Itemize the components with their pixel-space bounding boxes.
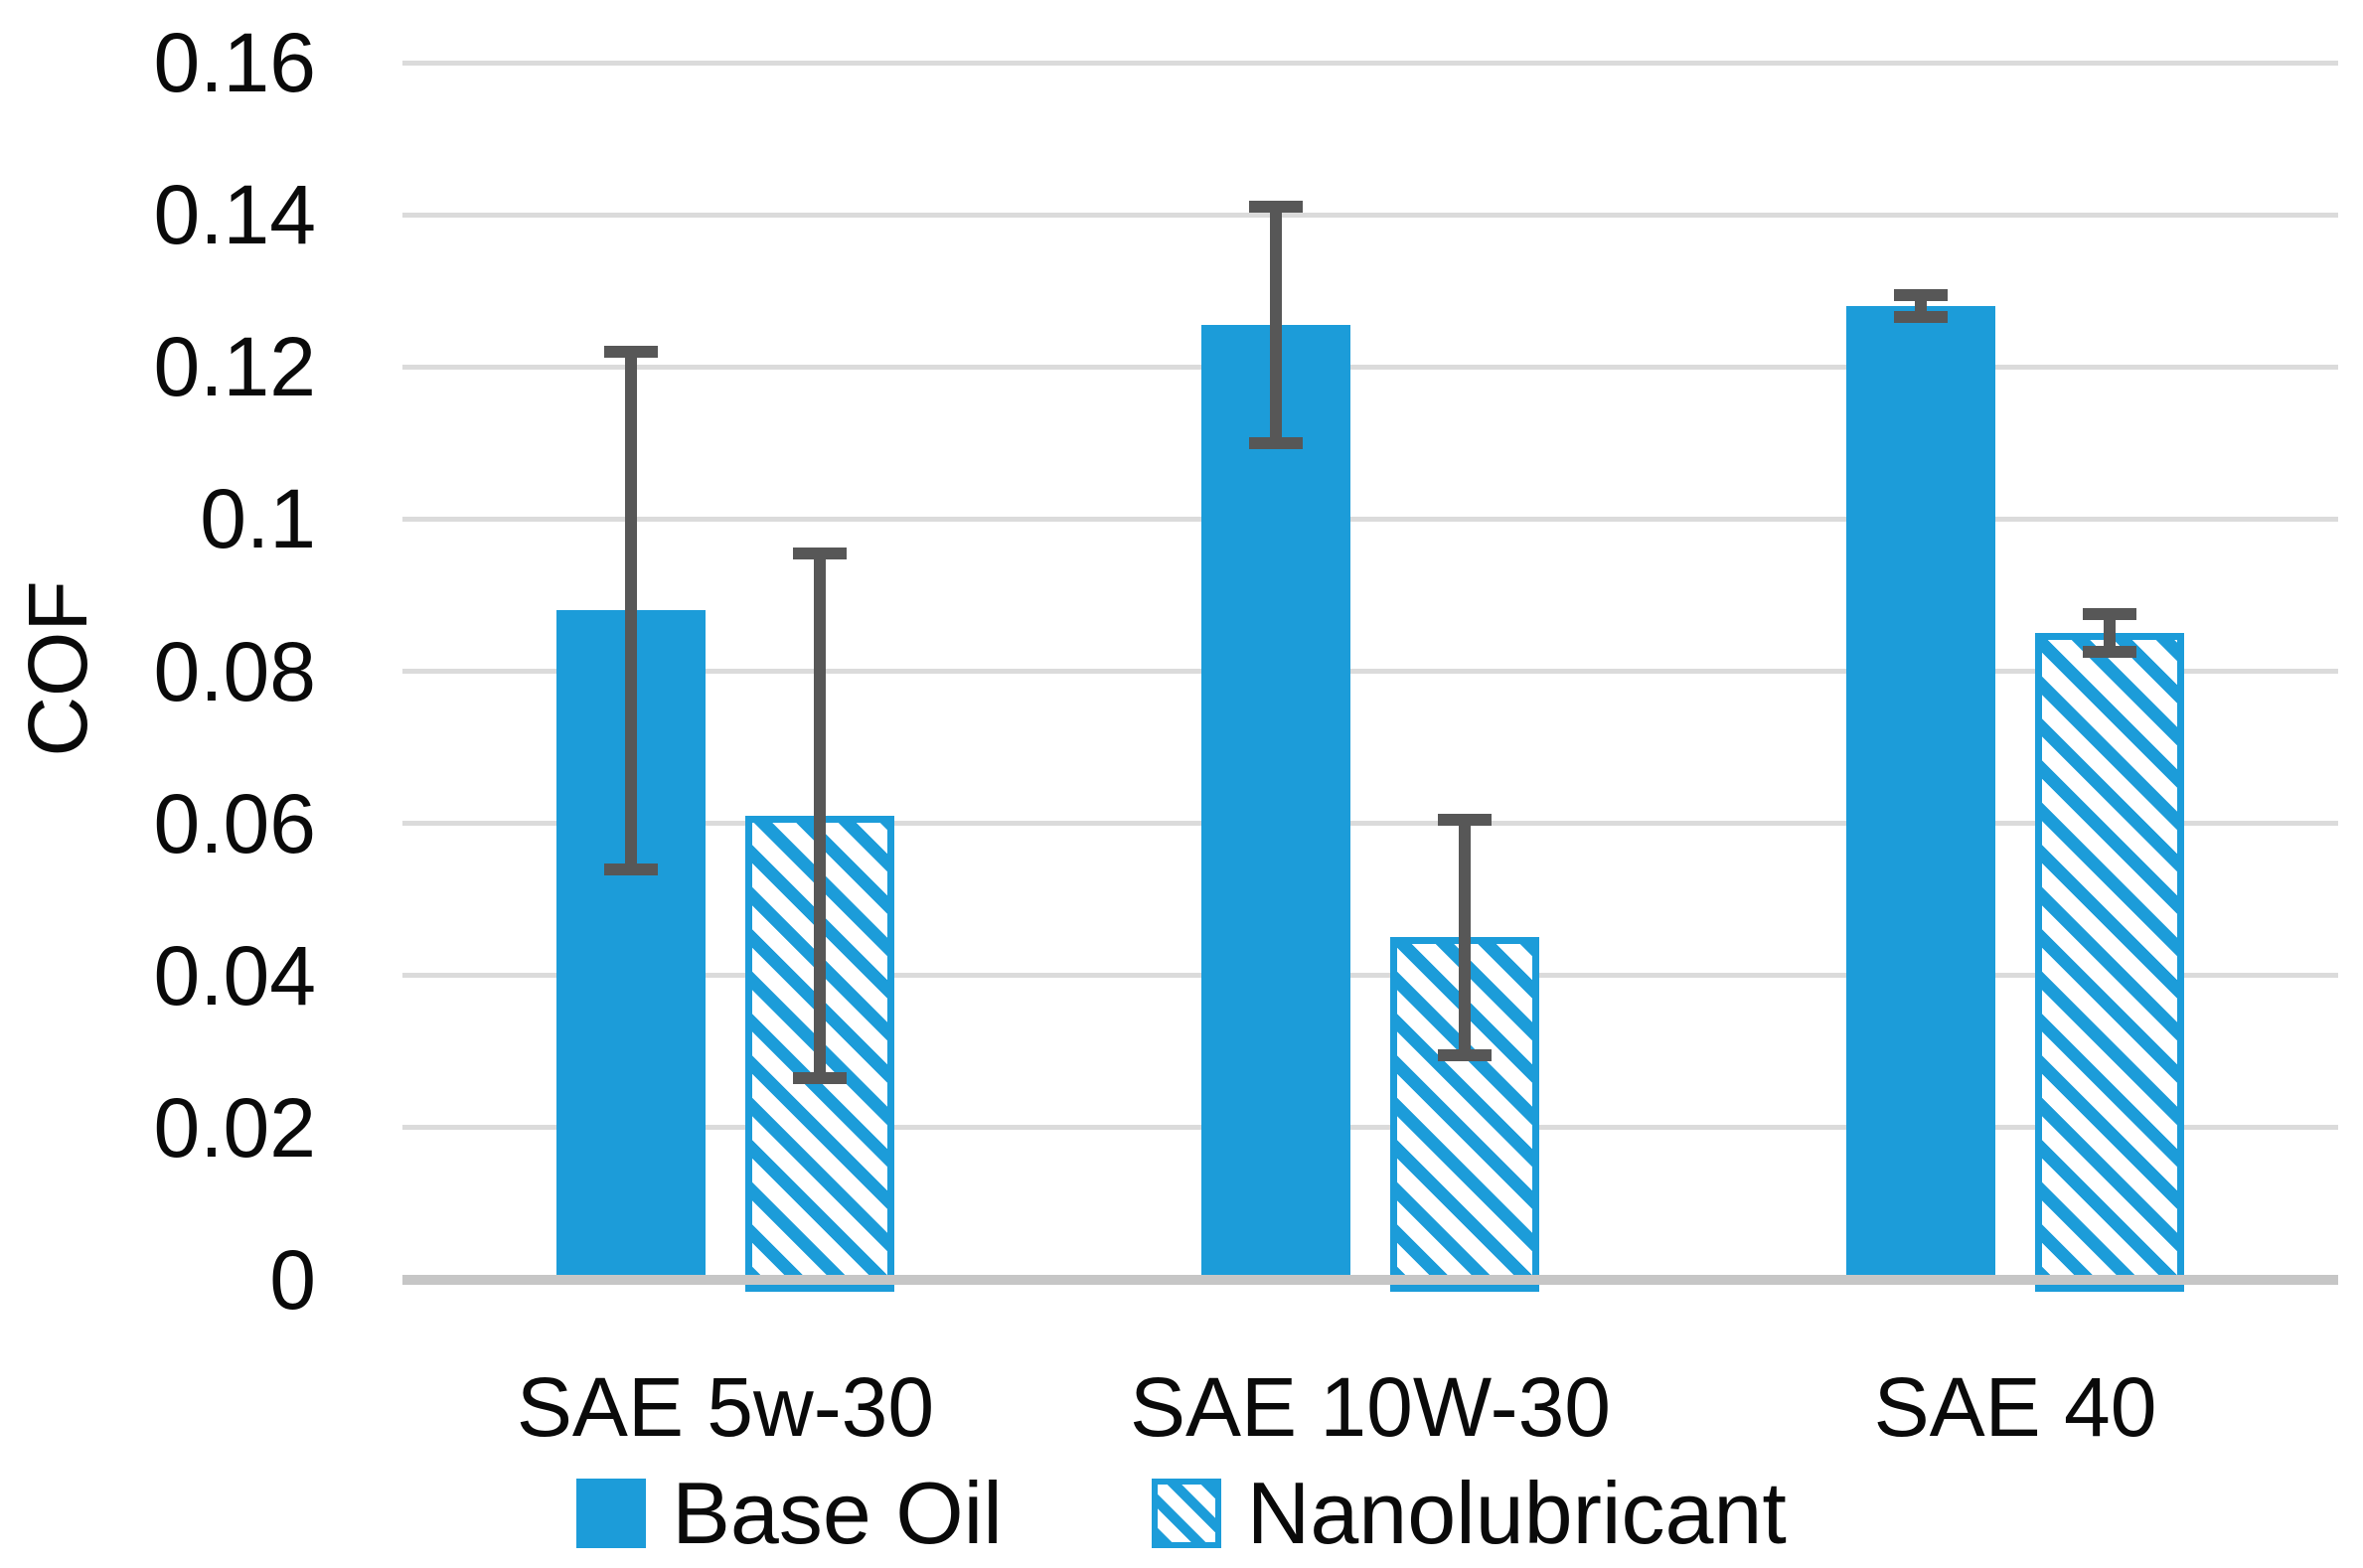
legend-item-base-oil: Base Oil	[576, 1463, 1003, 1564]
y-tick-label-0.04: 0.04	[153, 928, 317, 1022]
legend-item-nanolubricant: Nanolubricant	[1151, 1463, 1787, 1564]
gridline-0.08	[402, 669, 2338, 674]
gridline-0.04	[402, 973, 2338, 979]
error-bar-stem-nanolubricant-sae-10w-30	[1459, 819, 1471, 1056]
gridline-0.14	[402, 212, 2338, 218]
x-axis-line	[402, 1275, 2338, 1285]
legend-swatch-solid-icon	[576, 1479, 647, 1548]
y-tick-label-0.02: 0.02	[153, 1080, 317, 1175]
legend-label-base-oil: Base Oil	[672, 1464, 1003, 1562]
legend-swatch-hatched-icon	[1151, 1479, 1221, 1548]
y-tick-label-0.06: 0.06	[153, 776, 317, 870]
y-tick-label-0.08: 0.08	[153, 624, 317, 718]
error-bar-stem-nanolubricant-sae-5w-30	[813, 552, 826, 1079]
bar-base-oil-sae-40	[1846, 306, 1996, 1282]
error-bar-bottom-cap-base-oil-sae-40	[1894, 311, 1949, 324]
legend: Base Oil Nanolubricant	[0, 1464, 2363, 1562]
bar-base-oil-sae-10w-30	[1201, 325, 1350, 1282]
y-tick-label-0.14: 0.14	[153, 168, 317, 262]
error-bar-bottom-cap-base-oil-sae-5w-30	[603, 862, 658, 875]
gridline-0.12	[402, 364, 2338, 370]
gridline-0.16	[402, 60, 2338, 66]
error-bar-bottom-cap-nanolubricant-sae-5w-30	[792, 1072, 847, 1085]
x-axis-label-sae-10w-30: SAE 10W-30	[1129, 1360, 1612, 1454]
error-bar-stem-base-oil-sae-10w-30	[1270, 207, 1282, 443]
gridline-0.1	[402, 516, 2338, 522]
error-bar-bottom-cap-nanolubricant-sae-40	[2083, 646, 2137, 659]
x-axis-label-sae-5w-30: SAE 5w-30	[516, 1360, 935, 1454]
y-tick-label-0.16: 0.16	[153, 16, 317, 109]
x-axis-label-sae-40: SAE 40	[1873, 1360, 2157, 1454]
legend-label-nanolubricant: Nanolubricant	[1246, 1464, 1787, 1562]
gridline-0.02	[402, 1125, 2338, 1131]
gridline-0.06	[402, 821, 2338, 827]
error-bar-bottom-cap-base-oil-sae-10w-30	[1249, 436, 1303, 449]
error-bar-stem-nanolubricant-sae-40	[2104, 614, 2117, 653]
error-bar-top-cap-base-oil-sae-40	[1894, 288, 1949, 301]
y-tick-label-0: 0	[269, 1233, 316, 1327]
error-bar-top-cap-base-oil-sae-10w-30	[1249, 201, 1303, 214]
error-bar-stem-base-oil-sae-5w-30	[624, 351, 637, 869]
error-bar-bottom-cap-nanolubricant-sae-10w-30	[1438, 1049, 1492, 1062]
error-bar-top-cap-nanolubricant-sae-10w-30	[1438, 813, 1492, 826]
error-bar-top-cap-nanolubricant-sae-5w-30	[792, 547, 847, 559]
y-tick-label-0.1: 0.1	[200, 472, 316, 566]
y-tick-label-0.12: 0.12	[153, 320, 317, 414]
error-bar-top-cap-base-oil-sae-5w-30	[603, 345, 658, 358]
bar-nanolubricant-sae-40	[2035, 633, 2185, 1292]
error-bar-top-cap-nanolubricant-sae-40	[2083, 608, 2137, 621]
